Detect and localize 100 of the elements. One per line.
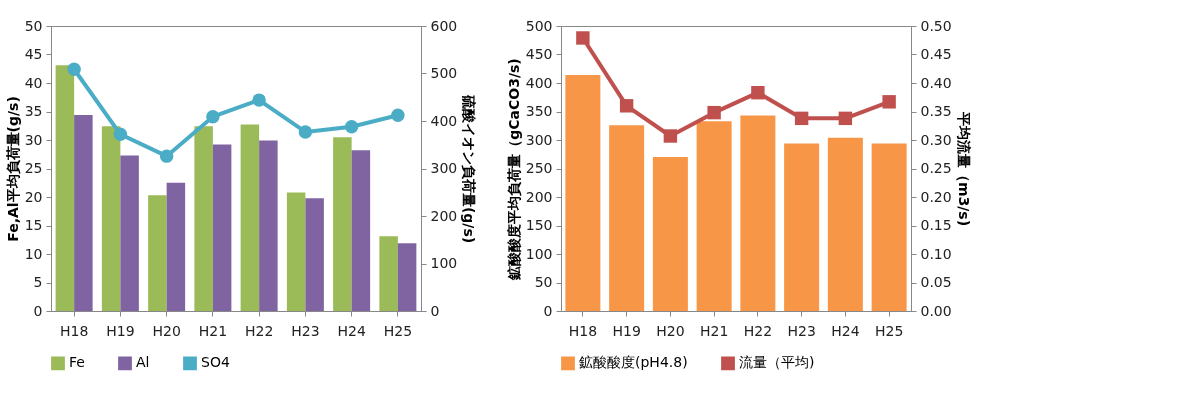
bar <box>148 195 167 311</box>
y-tick-label: 0 <box>543 302 553 319</box>
y-tick-label: 50 <box>24 17 43 34</box>
y-tick-label: 200 <box>525 188 553 205</box>
x-tick-label: H21 <box>198 322 228 339</box>
point <box>206 110 220 124</box>
bar <box>212 144 232 311</box>
bar <box>74 114 93 311</box>
point <box>794 111 809 126</box>
x-tick-label: H18 <box>568 322 598 339</box>
bar <box>166 182 186 311</box>
point <box>252 93 266 107</box>
x-tick-label: H24 <box>831 322 860 339</box>
bar <box>379 236 398 311</box>
x-tick-label: H20 <box>152 322 181 339</box>
point <box>298 125 313 139</box>
y-tick-label: 25 <box>24 160 43 176</box>
y2-tick-label: 0.50 <box>920 17 952 34</box>
legend-label: 鉱酸酸度(pH4.8) <box>579 354 688 371</box>
x-tick-label: H19 <box>106 322 135 339</box>
bar <box>871 143 907 311</box>
y-axis-title: Fe,Al平均負荷量(g/s) <box>4 96 21 242</box>
y-tick-label: 20 <box>24 188 43 205</box>
y-tick-label: 300 <box>525 131 553 148</box>
y-tick-label: 400 <box>525 74 553 91</box>
bar <box>259 140 278 311</box>
point <box>67 62 81 76</box>
legend-label: SO4 <box>201 354 230 371</box>
y-tick-label: 30 <box>24 131 43 148</box>
y-tick-label: 45 <box>24 46 43 62</box>
x-tick-label: H23 <box>787 322 816 339</box>
bar <box>351 150 371 311</box>
y2-tick-label: 0.35 <box>920 103 952 119</box>
legend-label: 流量（平均) <box>739 354 815 371</box>
x-tick-label: H21 <box>699 322 729 339</box>
y2-tick-label: 500 <box>430 65 458 81</box>
y-tick-label: 35 <box>24 103 43 119</box>
y2-tick-label: 0 <box>430 302 440 319</box>
point <box>113 127 128 141</box>
legend-label: Al <box>136 354 150 371</box>
y2-tick-label: 400 <box>430 112 458 129</box>
x-tick-label: H20 <box>656 322 685 339</box>
bar <box>286 192 306 311</box>
bar <box>55 65 75 311</box>
point <box>391 108 405 122</box>
y-tick-label: 5 <box>33 274 43 290</box>
x-tick-label: H19 <box>612 322 641 339</box>
point <box>663 129 678 143</box>
x-tick-label: H18 <box>59 322 89 339</box>
legend-label: Fe <box>69 354 85 371</box>
y-tick-label: 40 <box>24 74 43 91</box>
y-tick-label: 10 <box>24 245 43 262</box>
y-tick-label: 500 <box>525 17 553 34</box>
y-tick-label: 250 <box>525 160 553 176</box>
bar <box>120 155 139 311</box>
point <box>159 149 174 163</box>
bar <box>240 124 260 311</box>
point <box>707 105 721 120</box>
y-tick-label: 50 <box>534 274 553 290</box>
point <box>882 95 896 109</box>
y2-tick-label: 0.20 <box>920 188 952 205</box>
y-tick-label: 15 <box>24 217 43 233</box>
y2-tick-label: 0.40 <box>920 74 952 91</box>
y2-tick-label: 0.25 <box>920 160 952 176</box>
y2-tick-label: 0.45 <box>920 46 952 62</box>
bar <box>305 198 324 311</box>
bar <box>565 75 601 311</box>
y2-tick-label: 300 <box>430 160 458 176</box>
point <box>838 111 853 126</box>
x-tick-label: H22 <box>743 322 773 339</box>
bar <box>333 137 352 311</box>
y2-tick-label: 0.05 <box>920 274 952 290</box>
x-tick-label: H25 <box>383 322 413 339</box>
x-tick-label: H22 <box>244 322 274 339</box>
x-tick-label: H24 <box>337 322 366 339</box>
x-tick-label: H23 <box>291 322 320 339</box>
y-tick-label: 150 <box>525 217 553 233</box>
bar <box>696 121 732 311</box>
point <box>619 99 634 113</box>
point <box>576 31 590 45</box>
bar <box>609 125 645 311</box>
x-tick-label: H25 <box>874 322 904 339</box>
y-tick-label: 100 <box>525 245 553 262</box>
y2-tick-label: 200 <box>430 207 458 224</box>
bar <box>194 126 213 311</box>
y2-tick-label: 100 <box>430 255 458 271</box>
bar <box>740 115 776 311</box>
y-axis-title: 鉱酸酸度平均負荷量（gCaCO3/s) <box>505 58 522 281</box>
y-tick-label: 450 <box>525 46 553 62</box>
y2-axis-title: 平均流量（m3/s) <box>955 110 972 227</box>
bar <box>784 143 820 311</box>
y2-tick-label: 600 <box>430 17 458 34</box>
bar <box>101 126 121 311</box>
y2-axis-title: 硫酸イオン負荷量(g/s) <box>461 93 478 244</box>
y2-tick-label: 0.10 <box>920 245 952 262</box>
point <box>751 85 765 100</box>
bar <box>652 157 688 311</box>
bar <box>827 137 863 311</box>
y-tick-label: 0 <box>33 302 43 319</box>
y2-tick-label: 0.15 <box>920 217 952 233</box>
